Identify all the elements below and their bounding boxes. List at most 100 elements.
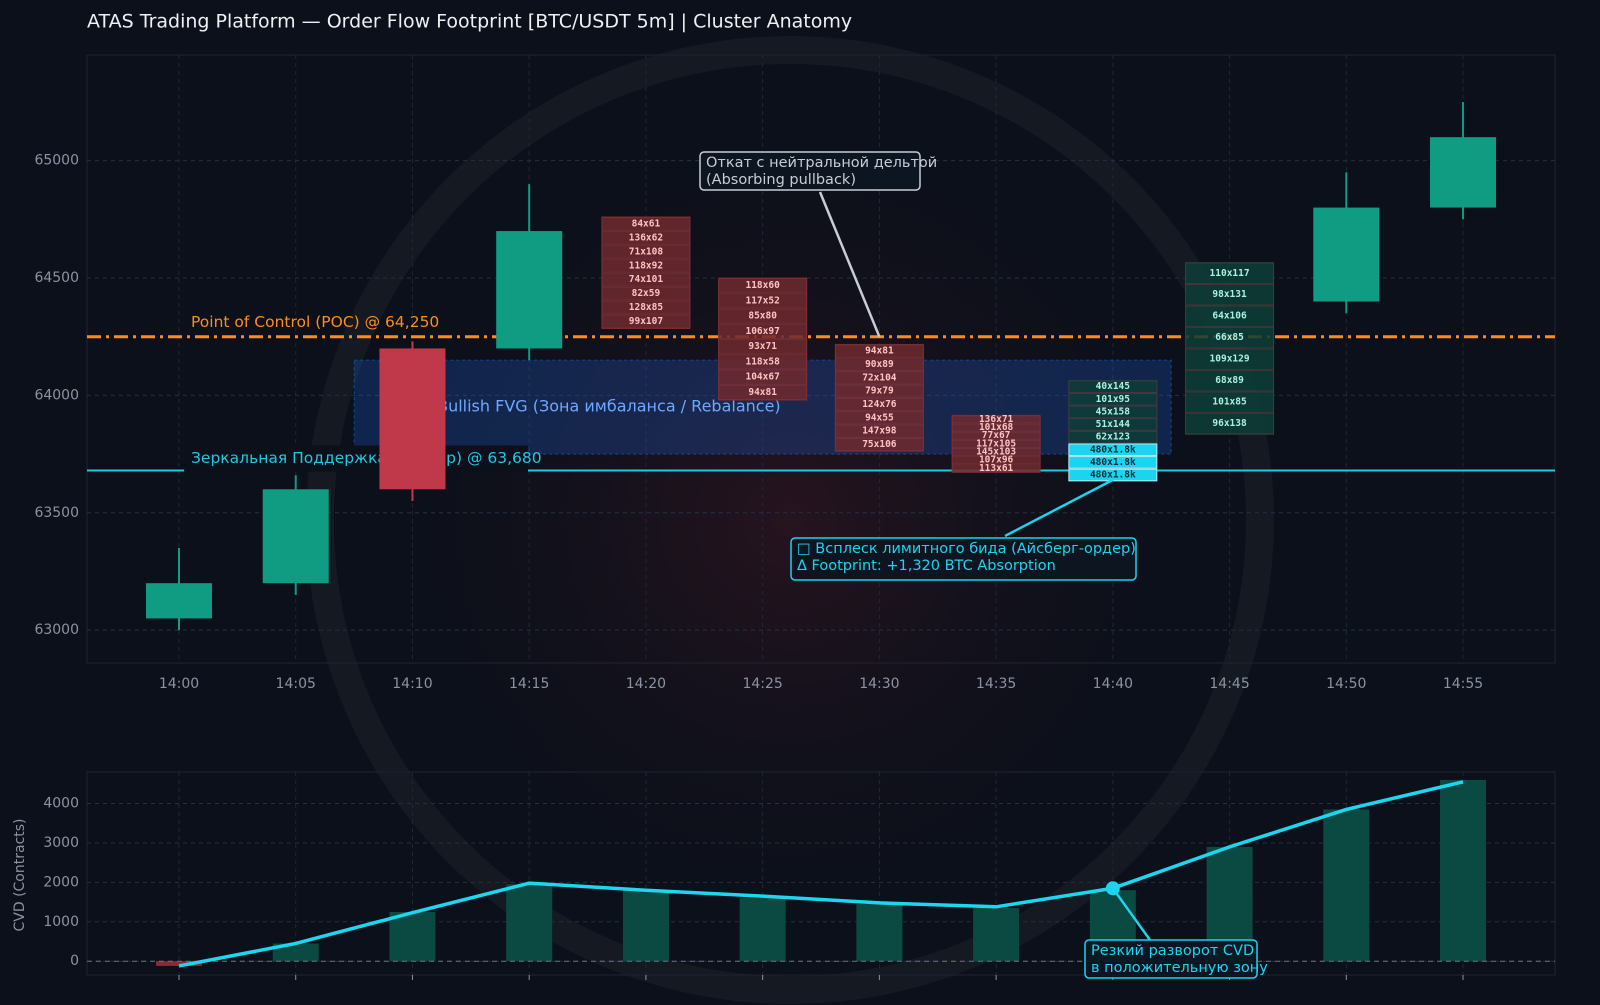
y-tick-label: 4000 [43, 796, 79, 812]
footprint-cell-text: 94x81 [865, 346, 894, 357]
footprint-cell [601, 286, 691, 301]
footprint-cell-text: 71x108 [629, 246, 664, 257]
footprint-cell-text: 113x61 [979, 463, 1014, 474]
cvd-bar [156, 961, 202, 966]
footprint-cell-text: 82x59 [632, 288, 661, 299]
y-tick-label: 64500 [34, 270, 79, 286]
footprint-cell [951, 447, 1041, 457]
footprint-cell [834, 437, 924, 452]
footprint-cell [601, 216, 691, 231]
level-label: Зеркальная Поддержка (S/R Flip) @ 63,680 [191, 449, 542, 467]
candle-body [146, 583, 212, 619]
plot-frame [86, 54, 1556, 664]
footprint-cell [951, 456, 1041, 465]
candle-body [262, 489, 329, 584]
footprint-cell [718, 293, 808, 309]
footprint-cell [1185, 326, 1275, 349]
footprint-cell [834, 371, 924, 385]
level-label-bg [184, 445, 528, 472]
annotation-arrow [1004, 478, 1114, 538]
x-tick-label: 14:35 [976, 676, 1016, 692]
footprint-cell-text: 118x92 [629, 260, 663, 271]
x-tick-label: 14:30 [859, 676, 899, 692]
annotation-arrow [1111, 887, 1152, 941]
footprint-cell [601, 314, 691, 329]
y-tick-label: 0 [70, 953, 79, 969]
footprint-cell [834, 397, 924, 412]
footprint-cell-text: 109x129 [1210, 354, 1250, 365]
footprint-cell [1068, 430, 1158, 444]
y-tick-label: 65000 [34, 153, 79, 169]
fvg-label: Bullish FVG (Зона имбаланса / Rebalance) [437, 397, 781, 416]
cvd-line [178, 780, 1464, 968]
footprint-cell-text: 98x131 [1212, 289, 1247, 300]
footprint-cell-text: 62x123 [1096, 432, 1131, 443]
footprint-cell [1185, 369, 1275, 392]
footprint-cell-text: 93x71 [748, 341, 777, 352]
footprint-cell [718, 323, 808, 340]
footprint-cell-text: 136x71 [979, 414, 1014, 425]
cvd-bar [856, 904, 903, 962]
footprint-cell-text: 90x89 [865, 359, 894, 370]
y-tick-label: 63500 [34, 505, 79, 521]
footprint-cell [601, 272, 691, 287]
footprint-cell [601, 258, 691, 273]
footprint-cell-text: 79x79 [865, 386, 894, 397]
candle-body [1313, 207, 1380, 302]
footprint-cell [834, 411, 924, 425]
footprint-cell-text: 480x1.8k [1090, 469, 1136, 480]
footprint-cell-text: 77x67 [982, 430, 1011, 441]
footprint-cell-text: 101x85 [1212, 397, 1247, 408]
y-axis-label: CVD (Contracts) [12, 818, 28, 931]
annotation-box [699, 151, 921, 191]
footprint-cell-text: 117x52 [745, 295, 779, 306]
footprint-cell-text: 94x55 [865, 412, 894, 423]
annotation-text: Δ Footprint: +1,320 BTC Absorption [797, 558, 1056, 574]
x-tick-label: 14:20 [626, 676, 666, 692]
level-label: Point of Control (POC) @ 64,250 [191, 313, 439, 331]
annotation-box [1084, 939, 1258, 979]
y-tick-label: 3000 [43, 835, 79, 851]
footprint-cell-text: 106x97 [745, 326, 779, 337]
footprint-cell [834, 424, 924, 438]
footprint-cell-text: 118x58 [745, 356, 780, 367]
footprint-cell-text: 51x144 [1096, 419, 1131, 430]
footprint-cell [1068, 405, 1158, 419]
footprint-cell-text: 124x76 [862, 399, 897, 410]
footprint-cell [834, 357, 924, 372]
footprint-cell [1185, 412, 1275, 435]
y-tick-label: 2000 [43, 874, 79, 890]
annotation-text: в положительную зону [1091, 960, 1268, 976]
footprint-cell [718, 369, 808, 385]
footprint-cell-text: 101x95 [1096, 394, 1131, 405]
footprint-cell [951, 423, 1041, 432]
x-tick-label: 14:40 [1093, 676, 1133, 692]
footprint-cell-text: 128x85 [629, 302, 664, 313]
footprint-cell-text: 117x105 [976, 438, 1016, 449]
footprint-cell-text: 480x1.8k [1090, 457, 1136, 468]
footprint-cell [1068, 380, 1158, 393]
x-tick-label: 14:05 [276, 676, 316, 692]
footprint-cell-text: 84x61 [632, 218, 661, 229]
x-tick-label: 14:25 [742, 676, 782, 692]
footprint-cell-text: 104x67 [745, 372, 779, 383]
cvd-bar [506, 884, 553, 962]
footprint-cell [834, 344, 924, 358]
footprint-cell [601, 230, 691, 245]
cvd-bar [622, 890, 669, 962]
footprint-cell-text: 68x89 [1215, 375, 1244, 386]
footprint-cell [1068, 392, 1158, 406]
x-tick-label: 14:00 [159, 676, 199, 692]
footprint-cell [1185, 283, 1275, 306]
footprint-cell [951, 431, 1041, 440]
cvd-bar [1440, 779, 1487, 962]
cvd-bar [739, 898, 786, 962]
footprint-cell-text: 45x158 [1096, 406, 1131, 417]
footprint-cell-highlight [1068, 443, 1158, 457]
footprint-cell-text: 74x101 [629, 274, 664, 285]
x-tick-label: 14:10 [392, 676, 432, 692]
footprint-cell-text: 72x104 [862, 372, 897, 383]
cvd-bar [1323, 809, 1370, 962]
footprint-cell [718, 339, 808, 355]
footprint-cell [1185, 348, 1275, 370]
